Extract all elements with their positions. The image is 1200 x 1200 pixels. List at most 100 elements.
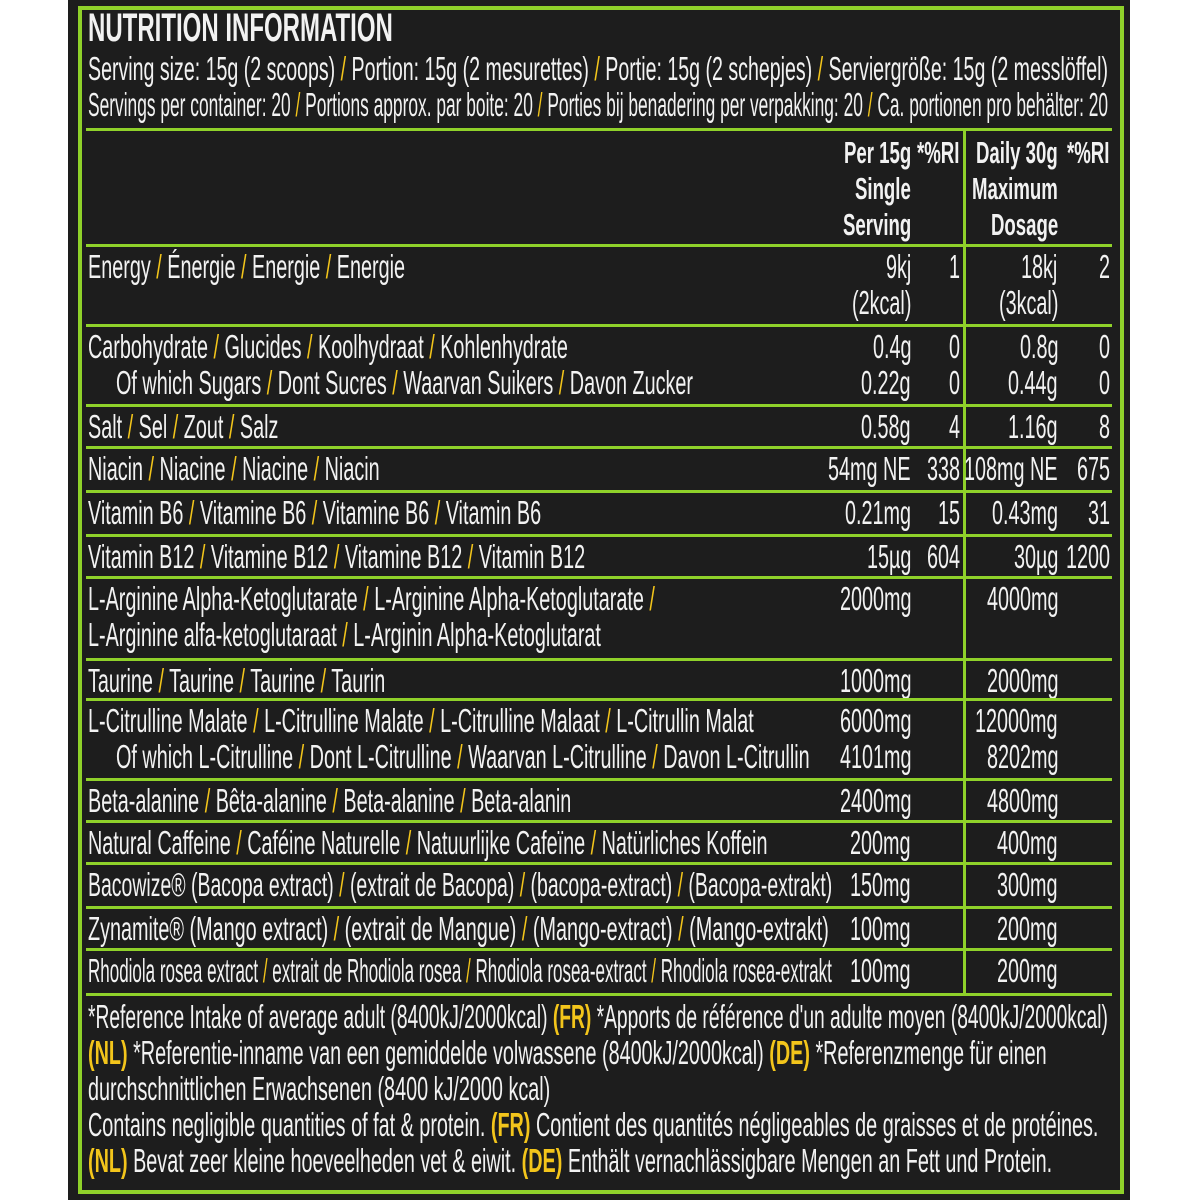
slash-separator: / — [223, 408, 240, 445]
text-segment: 0.44g — [1008, 364, 1058, 401]
nutrient-name: Vitamin B12 / Vitamine B12 / Vitamine B1… — [88, 540, 586, 574]
name-part: Serving size: 15g (2 scoops) — [88, 50, 336, 87]
name-part: Sel — [138, 408, 168, 445]
text-segment: 0 — [949, 364, 961, 401]
per-serving-value: 9kj — [886, 250, 912, 284]
ri-daily-value: 8 — [1099, 410, 1110, 444]
text-segment: 2000mg — [839, 580, 912, 617]
slash-separator: / — [293, 738, 310, 775]
slash-separator: / — [672, 866, 689, 903]
text: 108mg NE — [964, 452, 1058, 486]
text-segment: 100mg — [850, 952, 911, 989]
ri-daily-value: 0 — [1099, 330, 1110, 364]
ri-daily-value: 0 — [1099, 366, 1110, 400]
text: Energy / Énergie / Energie / Energie — [88, 250, 405, 284]
text: Zynamite® (Mango extract) / (extrait de … — [88, 912, 829, 946]
name-part: (extrait de Mangue) — [344, 910, 517, 947]
row-divider — [86, 948, 1112, 951]
text: 150mg — [850, 868, 911, 902]
name-part: Natürliches Koffein — [601, 824, 768, 861]
ri-daily-value: 2 — [1099, 250, 1110, 284]
row-divider — [86, 820, 1112, 823]
text-segment: 1000mg — [839, 662, 912, 699]
language-tag: (NL) — [88, 1034, 128, 1071]
row-divider — [86, 778, 1112, 781]
text-segment: 15µg — [866, 538, 912, 575]
text: 18kj — [1021, 250, 1057, 284]
slash-separator: / — [451, 738, 469, 775]
name-part: Vitamine B12 — [344, 538, 463, 575]
name-part: Niacine — [242, 450, 309, 487]
text-segment: 604 — [927, 538, 961, 575]
text-segment: 15 — [937, 494, 960, 531]
row-divider — [86, 698, 1112, 701]
per-serving-value: 2400mg — [840, 784, 912, 818]
slash-separator: / — [423, 328, 441, 365]
slash-separator: / — [183, 494, 200, 531]
per-serving-value: 100mg — [850, 954, 911, 988]
footnote-line: Contains negligible quantities of fat & … — [88, 1108, 1099, 1142]
ri-value: 15 — [938, 496, 961, 530]
name-part: Energie — [252, 248, 321, 285]
slash-separator: / — [326, 782, 344, 819]
name-part: Taurine — [88, 662, 153, 699]
slash-separator: / — [258, 952, 273, 989]
text-segment: Single — [855, 171, 911, 206]
text: L-Arginine Alpha-Ketoglutarate / L-Argin… — [88, 582, 655, 616]
name-part: (bacopa-extract) — [530, 866, 673, 903]
text: 30µg — [1014, 540, 1058, 574]
text: Serving size: 15g (2 scoops) / Portion: … — [88, 52, 1108, 86]
text: Vitamin B6 / Vitamine B6 / Vitamine B6 /… — [88, 496, 541, 530]
name-part: Bacowize® (Bacopa extract) — [88, 866, 334, 903]
language-tag: (FR) — [490, 1106, 531, 1143]
per-serving-value: 2000mg — [840, 582, 912, 616]
name-part: Portie: 15g (2 schepjes) — [605, 50, 813, 87]
daily-value: 1.16g — [1008, 410, 1058, 444]
text-segment: 300mg — [997, 866, 1058, 903]
text: 1.16g — [1008, 410, 1058, 444]
ri-daily-value: 31 — [1088, 496, 1111, 530]
text: 2000mg — [987, 664, 1059, 698]
slash-separator: / — [643, 580, 655, 617]
text: 1 — [949, 250, 960, 284]
per-serving-value: 200mg — [850, 826, 911, 860]
name-part: Vitamine B12 — [210, 538, 329, 575]
language-tag: (DE) — [521, 1142, 563, 1179]
name-part: Salz — [239, 408, 279, 445]
row-divider — [86, 862, 1112, 865]
slash-separator: / — [516, 910, 533, 947]
name-part: Rhodiola rosea extract — [88, 952, 259, 989]
name-part: extrait de Rhodiola rosea — [272, 952, 462, 989]
per-serving-value: 150mg — [850, 868, 911, 902]
text: (2kcal) — [852, 286, 911, 320]
slash-separator: / — [328, 910, 345, 947]
name-part: Bêta-alanine — [215, 782, 327, 819]
slash-separator: / — [599, 702, 617, 739]
nutrient-name: L-Arginine Alpha-Ketoglutarate / L-Argin… — [88, 582, 655, 616]
text: 4800mg — [987, 784, 1059, 818]
name-part: Vitamine B6 — [322, 494, 430, 531]
name-part: Portions approx. par boite: 20 — [305, 86, 533, 123]
slash-separator: / — [462, 538, 479, 575]
slash-separator: / — [514, 866, 531, 903]
name-part: L-Arginine Alpha-Ketoglutarate — [374, 580, 644, 617]
row-divider — [86, 404, 1112, 407]
per-serving-value: 4101mg — [840, 740, 912, 774]
nutrient-name: Taurine / Taurine / Taurine / Taurin — [88, 664, 385, 698]
slash-separator: / — [461, 952, 476, 989]
text-segment: 4800mg — [986, 782, 1059, 819]
text: 8202mg — [987, 740, 1059, 774]
text-segment: 2 — [1099, 248, 1111, 285]
text: Dosage — [991, 208, 1058, 242]
footnote-text: durchschnittlichen Erwachsenen (8400 kJ/… — [88, 1070, 551, 1107]
text-segment: 4 — [949, 408, 961, 445]
header-ri-1: *%RI — [917, 136, 960, 170]
name-part: Dont Sucres — [277, 364, 387, 401]
daily-value: 0.43mg — [992, 496, 1058, 530]
serving-size: Serving size: 15g (2 scoops) / Portion: … — [88, 52, 1108, 86]
slash-separator: / — [862, 86, 878, 123]
name-part: Dont L-Citrulline — [309, 738, 452, 775]
per-serving-value: 1000mg — [840, 664, 912, 698]
text: 0.4g — [873, 330, 912, 364]
text: 2000mg — [840, 582, 912, 616]
